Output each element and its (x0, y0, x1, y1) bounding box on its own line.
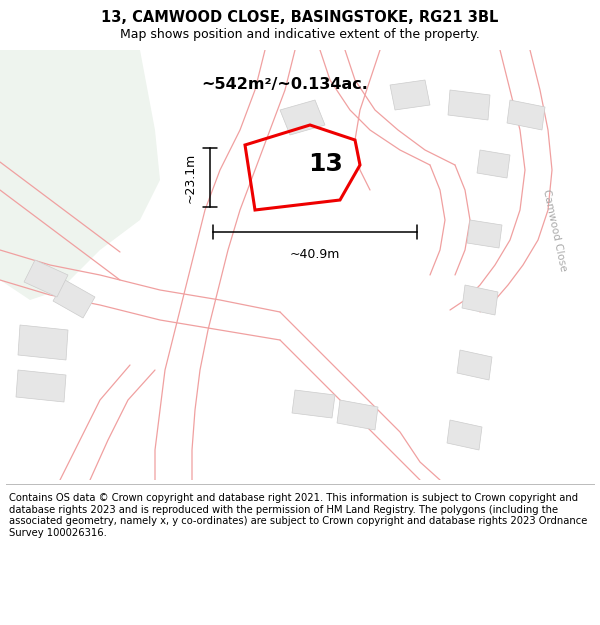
Polygon shape (0, 50, 160, 300)
Polygon shape (477, 150, 510, 178)
Polygon shape (447, 420, 482, 450)
Polygon shape (18, 325, 68, 360)
Text: ~40.9m: ~40.9m (290, 248, 340, 261)
Polygon shape (457, 350, 492, 380)
Polygon shape (53, 280, 95, 318)
Text: ~23.1m: ~23.1m (184, 152, 197, 202)
Polygon shape (467, 220, 502, 248)
Polygon shape (390, 80, 430, 110)
Polygon shape (462, 285, 498, 315)
Polygon shape (448, 90, 490, 120)
Polygon shape (507, 100, 545, 130)
Polygon shape (280, 100, 325, 135)
Polygon shape (16, 370, 66, 402)
Text: 13: 13 (308, 152, 343, 176)
Polygon shape (24, 260, 68, 297)
Text: Camwood Close: Camwood Close (541, 188, 569, 272)
Polygon shape (337, 400, 378, 430)
Text: 13, CAMWOOD CLOSE, BASINGSTOKE, RG21 3BL: 13, CAMWOOD CLOSE, BASINGSTOKE, RG21 3BL (101, 10, 499, 25)
Text: Contains OS data © Crown copyright and database right 2021. This information is : Contains OS data © Crown copyright and d… (9, 493, 587, 538)
Polygon shape (292, 390, 335, 418)
Text: Map shows position and indicative extent of the property.: Map shows position and indicative extent… (120, 28, 480, 41)
Text: ~542m²/~0.134ac.: ~542m²/~0.134ac. (202, 78, 368, 92)
